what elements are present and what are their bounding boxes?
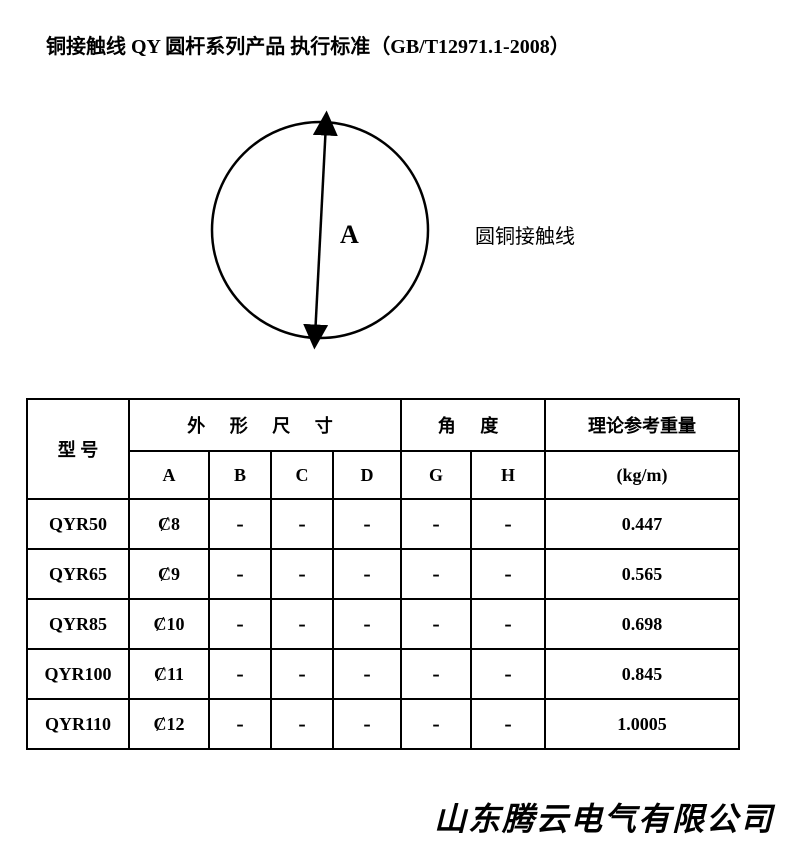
cell-g: - [401,699,471,749]
circle-diagram [210,110,440,360]
th-h: H [471,451,545,499]
cell-c: - [271,599,333,649]
th-dims: 外 形 尺 寸 [129,399,401,451]
diagram-caption: 圆铜接触线 [475,220,575,249]
cell-c: - [271,699,333,749]
cell-c: - [271,499,333,549]
cell-weight: 0.698 [545,599,739,649]
cell-h: - [471,549,545,599]
diameter-arrow [315,123,326,337]
cell-model: QYR65 [27,549,129,599]
table-row: QYR85Ȼ10-----0.698 [27,599,739,649]
cell-c: - [271,649,333,699]
table-body: QYR50Ȼ8-----0.447QYR65Ȼ9-----0.565QYR85Ȼ… [27,499,739,749]
th-model: 型 号 [27,399,129,499]
cell-a: Ȼ8 [129,499,209,549]
cell-g: - [401,649,471,699]
cell-g: - [401,599,471,649]
cell-b: - [209,499,271,549]
cell-a: Ȼ11 [129,649,209,699]
cell-d: - [333,499,401,549]
diagram: A 圆铜接触线 [0,110,800,370]
cell-b: - [209,649,271,699]
table-row: QYR110Ȼ12-----1.0005 [27,699,739,749]
table-row: QYR100Ȼ11-----0.845 [27,649,739,699]
cell-h: - [471,699,545,749]
cell-d: - [333,699,401,749]
diagram-label-a: A [340,220,359,250]
cell-c: - [271,549,333,599]
cell-g: - [401,499,471,549]
th-g: G [401,451,471,499]
cell-model: QYR85 [27,599,129,649]
cell-h: - [471,499,545,549]
cell-h: - [471,599,545,649]
cell-model: QYR110 [27,699,129,749]
cell-b: - [209,599,271,649]
cell-weight: 0.447 [545,499,739,549]
cell-weight: 1.0005 [545,699,739,749]
th-weight-top: 理论参考重量 [545,399,739,451]
cell-model: QYR50 [27,499,129,549]
cell-d: - [333,549,401,599]
th-b: B [209,451,271,499]
th-a: A [129,451,209,499]
cell-a: Ȼ9 [129,549,209,599]
cell-d: - [333,649,401,699]
cell-g: - [401,549,471,599]
cell-model: QYR100 [27,649,129,699]
table-row: QYR50Ȼ8-----0.447 [27,499,739,549]
company-footer: 山东腾云电气有限公司 [434,794,774,840]
cell-b: - [209,549,271,599]
cell-b: - [209,699,271,749]
spec-table: 型 号 外 形 尺 寸 角 度 理论参考重量 A B C D G H (kg/m… [26,398,740,750]
cell-weight: 0.565 [545,549,739,599]
th-weight-unit: (kg/m) [545,451,739,499]
cell-d: - [333,599,401,649]
cell-a: Ȼ10 [129,599,209,649]
cell-a: Ȼ12 [129,699,209,749]
cell-h: - [471,649,545,699]
page-title: 铜接触线 QY 圆杆系列产品 执行标准（GB/T12971.1-2008） [46,30,570,59]
th-c: C [271,451,333,499]
table-row: QYR65Ȼ9-----0.565 [27,549,739,599]
th-d: D [333,451,401,499]
th-angle: 角 度 [401,399,545,451]
cell-weight: 0.845 [545,649,739,699]
